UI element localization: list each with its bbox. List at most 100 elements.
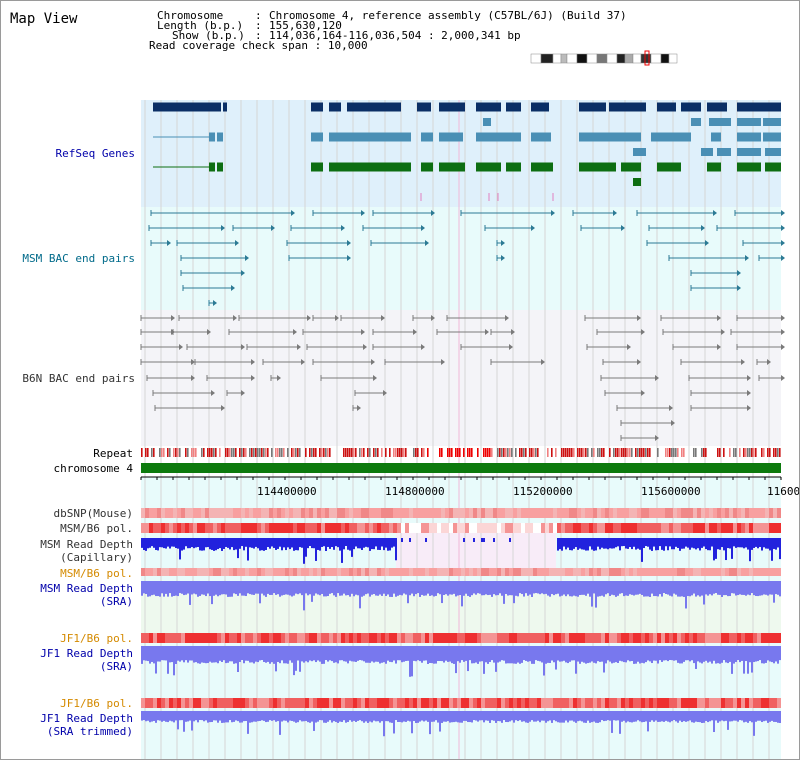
depth-bar	[361, 711, 363, 722]
depth-bar	[153, 581, 155, 595]
depth-bar	[395, 646, 397, 664]
repeat-mark	[509, 448, 511, 457]
ruler-tick-label: 115600000	[641, 485, 701, 498]
heat-cell	[637, 568, 641, 576]
heat-cell	[565, 508, 569, 518]
depth-bar	[537, 646, 539, 661]
depth-bar	[213, 538, 215, 551]
heat-cell	[345, 508, 349, 518]
heat-cell	[665, 508, 669, 518]
depth-bar	[691, 646, 693, 661]
heat-cell	[213, 523, 217, 533]
depth-bar	[265, 538, 267, 550]
heat-cell	[417, 698, 421, 708]
depth-bar	[245, 711, 247, 722]
depth-bar	[253, 646, 255, 664]
depth-bar	[389, 711, 391, 723]
heat-cell	[193, 633, 197, 643]
heat-cell	[521, 523, 525, 533]
heat-cell	[565, 633, 569, 643]
repeat-mark	[469, 448, 471, 457]
heat-cell	[585, 633, 589, 643]
heat-cell	[473, 508, 477, 518]
depth-bar	[163, 711, 165, 721]
heat-cell	[453, 698, 457, 708]
repeat-mark	[477, 448, 479, 457]
repeat-mark	[251, 448, 253, 457]
depth-bar	[335, 538, 337, 547]
heat-cell	[577, 523, 581, 533]
depth-bar	[745, 646, 747, 662]
track-label-chromosome: chromosome 4	[53, 462, 133, 475]
heat-cell	[241, 698, 245, 708]
heat-cell	[405, 633, 409, 643]
b6n-bac-pair-end	[251, 375, 255, 381]
depth-bar	[359, 538, 361, 549]
depth-bar	[563, 538, 565, 547]
heat-cell	[277, 698, 281, 708]
depth-bar	[555, 711, 557, 722]
depth-bar	[451, 646, 453, 664]
depth-bar	[683, 538, 685, 549]
heat-cell	[673, 523, 677, 533]
depth-bar	[199, 711, 201, 721]
depth-bar	[287, 538, 289, 548]
repeat-mark	[619, 448, 621, 457]
depth-bar	[167, 538, 169, 547]
depth-bar	[355, 581, 357, 595]
heat-cell	[681, 633, 685, 643]
heat-cell	[525, 523, 529, 533]
heat-cell	[221, 698, 225, 708]
heat-cell	[333, 508, 337, 518]
depth-bar	[587, 711, 589, 721]
heat-cell	[281, 508, 285, 518]
depth-bar	[425, 646, 427, 661]
heat-cell	[157, 698, 161, 708]
repeat-mark	[537, 448, 539, 457]
depth-bar	[497, 711, 499, 722]
heat-cell	[437, 568, 441, 576]
depth-bar	[695, 581, 697, 597]
depth-bar	[691, 711, 693, 723]
depth-bar	[533, 581, 535, 594]
depth-bar	[371, 538, 373, 550]
depth-bar	[185, 538, 187, 547]
heat-cell	[653, 633, 657, 643]
depth-bar	[293, 581, 295, 596]
repeat-mark	[519, 448, 521, 457]
heat-cell	[625, 698, 629, 708]
depth-bar	[339, 538, 341, 551]
heat-cell	[549, 568, 553, 576]
heat-cell	[385, 698, 389, 708]
msm-bac-pair-end	[781, 240, 785, 246]
depth-bar	[711, 711, 713, 721]
depth-bar	[355, 711, 357, 722]
heat-cell	[365, 523, 369, 533]
depth-bar	[707, 538, 709, 551]
heat-cell	[549, 698, 553, 708]
heat-cell	[661, 633, 665, 643]
depth-bar	[701, 538, 703, 548]
heat-cell	[173, 698, 177, 708]
depth-bar	[741, 581, 743, 595]
depth-bar	[285, 646, 287, 664]
depth-bar	[445, 646, 447, 661]
repeat-mark	[415, 448, 417, 457]
depth-bar	[579, 538, 581, 549]
msm-bac-pair-end	[501, 240, 505, 246]
depth-bar	[305, 581, 307, 594]
repeat-mark	[747, 448, 749, 457]
heat-cell	[433, 633, 437, 643]
repeat-mark	[231, 448, 233, 457]
depth-bar	[407, 581, 409, 604]
depth-bar	[601, 538, 603, 548]
depth-bar	[147, 538, 149, 549]
depth-bar	[659, 538, 661, 547]
depth-bar	[249, 581, 251, 595]
depth-bar	[639, 581, 641, 594]
depth-bar	[585, 538, 587, 551]
b6n-bac-pair-end	[361, 329, 365, 335]
heat-cell	[541, 698, 545, 708]
depth-bar	[421, 646, 423, 663]
depth-bar	[149, 581, 151, 597]
